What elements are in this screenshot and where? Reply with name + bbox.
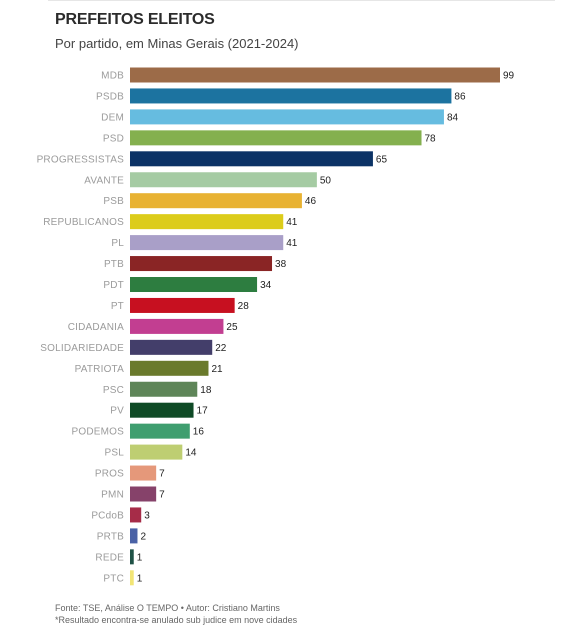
category-label: PRTB bbox=[97, 531, 124, 542]
value-label: 65 bbox=[376, 154, 388, 165]
bar bbox=[130, 381, 198, 397]
value-label: 41 bbox=[286, 238, 298, 249]
value-label: 38 bbox=[275, 259, 287, 270]
bar-chart: MDB 99 PSDB 86 DEM 84 PSD 78 PROGRESSISTAS 65 AVAN… bbox=[37, 67, 515, 586]
category-label: PSC bbox=[103, 385, 124, 396]
category-label: PT bbox=[111, 301, 124, 312]
value-label: 86 bbox=[454, 91, 466, 102]
bar bbox=[130, 339, 213, 355]
category-label: PATRIOTA bbox=[75, 364, 125, 375]
value-label: 84 bbox=[447, 112, 459, 123]
value-label: 3 bbox=[144, 510, 150, 521]
bar bbox=[130, 88, 452, 104]
bar bbox=[130, 507, 142, 523]
value-label: 50 bbox=[320, 175, 332, 186]
category-label: PSD bbox=[103, 133, 124, 144]
bar bbox=[130, 256, 273, 272]
category-label: PSB bbox=[103, 196, 124, 207]
category-label: SOLIDARIEDADE bbox=[40, 343, 124, 354]
category-label: MDB bbox=[101, 71, 124, 82]
bar bbox=[130, 235, 284, 251]
value-label: 78 bbox=[425, 133, 437, 144]
category-label: PTB bbox=[104, 259, 124, 270]
chart-subtitle: Por partido, em Minas Gerais (2021-2024) bbox=[55, 36, 299, 51]
bar bbox=[130, 570, 134, 586]
value-label: 17 bbox=[197, 406, 209, 417]
value-label: 41 bbox=[286, 217, 298, 228]
bar bbox=[130, 318, 224, 334]
footnote: *Resultado encontra-se anulado sub judic… bbox=[55, 615, 298, 625]
category-label: PROGRESSISTAS bbox=[37, 154, 125, 165]
value-label: 46 bbox=[305, 196, 317, 207]
category-label: DEM bbox=[101, 112, 124, 123]
bar bbox=[130, 444, 183, 460]
category-label: AVANTE bbox=[84, 175, 124, 186]
value-label: 7 bbox=[159, 490, 165, 501]
category-label: PODEMOS bbox=[71, 427, 124, 438]
bar bbox=[130, 423, 190, 439]
source-note: Fonte: TSE, Análise O TEMPO • Autor: Cri… bbox=[55, 603, 280, 613]
category-label: CIDADANIA bbox=[68, 322, 124, 333]
bar bbox=[130, 465, 157, 481]
value-label: 2 bbox=[140, 531, 146, 542]
value-label: 16 bbox=[193, 427, 205, 438]
bar bbox=[130, 172, 317, 188]
value-label: 21 bbox=[211, 364, 223, 375]
category-label: PV bbox=[110, 406, 124, 417]
value-label: 18 bbox=[200, 385, 212, 396]
bar bbox=[130, 549, 134, 565]
value-label: 1 bbox=[137, 573, 143, 584]
category-label: REDE bbox=[95, 552, 124, 563]
category-label: PMN bbox=[101, 490, 124, 501]
bar bbox=[130, 528, 138, 544]
bar bbox=[130, 277, 258, 292]
bar bbox=[130, 297, 235, 313]
category-label: PSL bbox=[104, 448, 124, 459]
category-label: PTC bbox=[103, 573, 124, 584]
value-label: 14 bbox=[185, 448, 197, 459]
bar bbox=[130, 486, 157, 502]
category-label: PROS bbox=[95, 469, 124, 480]
category-label: PL bbox=[111, 238, 124, 249]
value-label: 7 bbox=[159, 469, 165, 480]
top-divider bbox=[48, 0, 555, 1]
category-label: PDT bbox=[103, 280, 124, 291]
bar bbox=[130, 214, 284, 230]
category-label: PSDB bbox=[96, 91, 124, 102]
value-label: 99 bbox=[503, 71, 515, 82]
bar bbox=[130, 67, 500, 83]
bar bbox=[130, 402, 194, 418]
bar bbox=[130, 130, 422, 146]
value-label: 34 bbox=[260, 280, 272, 291]
value-label: 25 bbox=[226, 322, 238, 333]
bar bbox=[130, 193, 302, 209]
bar bbox=[130, 109, 444, 125]
chart-title: PREFEITOS ELEITOS bbox=[55, 11, 215, 28]
value-label: 22 bbox=[215, 343, 227, 354]
category-label: REPUBLICANOS bbox=[43, 217, 124, 228]
bar bbox=[130, 360, 209, 376]
category-label: PCdoB bbox=[91, 510, 124, 521]
value-label: 1 bbox=[137, 552, 143, 563]
value-label: 28 bbox=[238, 301, 250, 312]
bar bbox=[130, 151, 373, 167]
